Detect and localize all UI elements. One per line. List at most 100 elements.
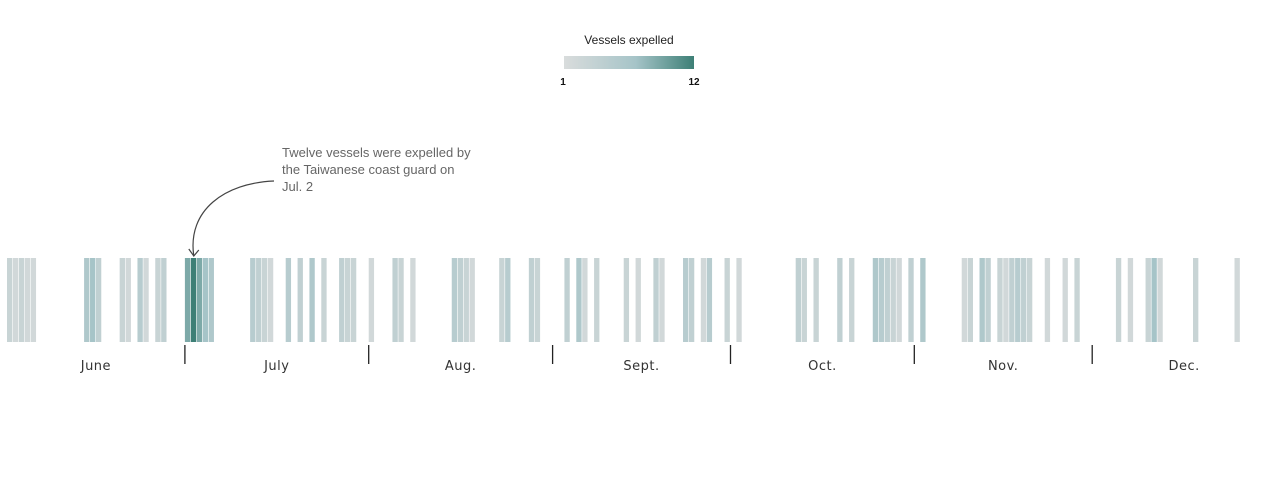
day-bar [457,258,464,342]
day-bar [884,258,890,342]
day-bar [90,258,96,342]
day-bar [84,258,90,342]
day-bars [7,258,1240,342]
day-bar [688,258,695,342]
legend-max-label: 12 [688,77,700,88]
annotation-line-2: the Taiwanese coast guard on [282,162,455,177]
day-bar [985,258,991,342]
day-bar [801,258,807,342]
day-bar [849,258,855,342]
day-bar [161,258,167,342]
day-bar [724,258,730,342]
day-bar [896,258,902,342]
day-bar [155,258,161,342]
day-bar [1015,258,1021,342]
day-bar [505,258,511,342]
day-bar [24,258,31,342]
month-label: June [80,359,111,374]
day-bar [184,258,191,342]
day-bar [119,258,125,342]
day-bar [1127,258,1134,342]
day-bar [659,258,665,342]
day-bar [7,258,13,342]
day-bar [143,258,149,342]
day-bar [1234,258,1240,342]
day-bar [534,258,541,342]
day-bar [1193,258,1199,342]
day-bar [997,258,1003,342]
day-bar [309,258,315,342]
month-label: Dec. [1168,359,1199,374]
day-bar [202,258,209,342]
day-bar [920,258,926,342]
annotation-line-3: Jul. 2 [282,179,313,194]
color-legend: Vessels expelled 1 12 [560,33,700,88]
day-bar [350,258,357,342]
day-bar [30,258,37,342]
day-bar [528,258,535,342]
day-bar [95,258,102,342]
day-bar [208,258,214,342]
day-bar [1074,258,1080,342]
day-bar [683,258,689,342]
day-bar [368,258,375,342]
day-bar [339,258,345,342]
day-bar [623,258,630,342]
day-bar [878,258,885,342]
day-bar [890,258,896,342]
annotation-arrowhead [188,248,200,257]
day-bar [1145,258,1151,342]
day-bar [961,258,968,342]
day-bar [1044,258,1051,342]
day-bar [1151,258,1157,342]
day-bar [261,258,268,342]
legend-gradient-bar [564,56,694,69]
day-bar [1026,258,1033,342]
day-bar [1157,258,1163,342]
day-bar [967,258,973,342]
day-bar [463,258,469,342]
legend-title: Vessels expelled [584,33,673,47]
day-bar [1021,258,1027,342]
day-bar [285,258,292,342]
day-bar [1115,258,1122,342]
day-bar [392,258,398,342]
month-separators [184,345,1093,364]
day-bar [700,258,707,342]
annotation: Twelve vessels were expelled by the Taiw… [188,145,471,257]
day-bar [653,258,659,342]
day-bar [594,258,600,342]
day-bar [706,258,713,342]
month-label: Oct. [808,359,837,374]
day-bar [297,258,303,342]
day-bar [564,258,570,342]
month-label: July [263,359,289,374]
day-bar [267,258,274,342]
day-bar [979,258,985,342]
day-bar [635,258,641,342]
day-bar [499,258,505,342]
day-bar [196,258,203,342]
day-bar [872,258,879,342]
day-bar [12,258,19,342]
day-bar [250,258,256,342]
day-bar [795,258,802,342]
annotation-arrow [192,180,275,257]
day-bar [321,258,327,342]
day-bar [410,258,416,342]
day-bar [908,258,914,342]
day-bar [190,258,197,342]
day-bar [137,258,143,342]
day-bar [1003,258,1009,342]
day-bar [125,258,131,342]
day-bar [1062,258,1068,342]
day-bar [469,258,475,342]
day-bar [582,258,588,342]
legend-min-label: 1 [560,77,566,88]
day-bar [18,258,25,342]
day-bar [576,258,582,342]
day-bar [736,258,742,342]
day-bar [1009,258,1015,342]
month-label: Nov. [988,359,1019,374]
